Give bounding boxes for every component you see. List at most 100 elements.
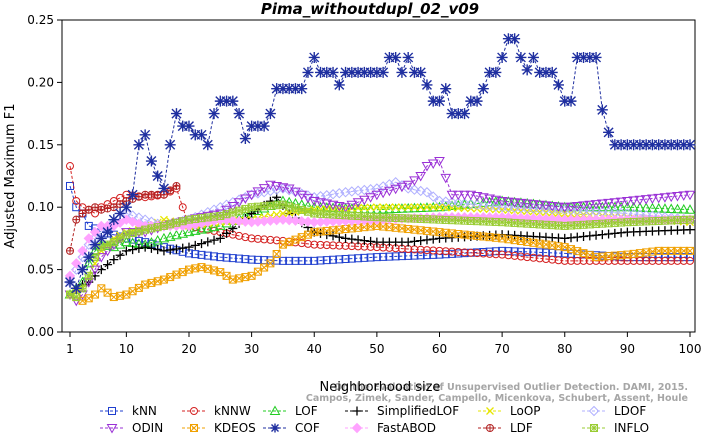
- data-point: [158, 232, 170, 243]
- data-point: [266, 259, 275, 268]
- data-point: [335, 241, 344, 250]
- data-point: [665, 139, 677, 151]
- data-point: [184, 242, 194, 252]
- data-point: [221, 95, 233, 107]
- data-point: [621, 139, 633, 151]
- x-tick-label: 30: [244, 342, 259, 356]
- data-point: [203, 237, 213, 247]
- data-point: [235, 254, 244, 263]
- legend-label: INFLO: [614, 421, 649, 434]
- data-point: [396, 66, 408, 78]
- data-point: [89, 265, 101, 276]
- data-point: [684, 190, 696, 201]
- data-point: [460, 248, 469, 257]
- data-point: [241, 255, 250, 264]
- data-point: [416, 245, 425, 254]
- data-point: [410, 251, 419, 260]
- data-point: [197, 239, 207, 249]
- data-point: [103, 288, 112, 297]
- data-point: [303, 256, 312, 265]
- data-point: [634, 139, 646, 151]
- data-point: [603, 126, 615, 138]
- data-point: [648, 256, 657, 265]
- data-point: [446, 108, 458, 120]
- data-point: [623, 256, 632, 265]
- data-point: [203, 251, 212, 260]
- data-point: [516, 252, 525, 261]
- data-point: [216, 211, 225, 220]
- data-point: [189, 129, 201, 141]
- data-point: [208, 108, 220, 120]
- data-point: [590, 51, 602, 63]
- data-point: [108, 214, 120, 226]
- data-point: [121, 236, 132, 247]
- data-point: [490, 66, 502, 78]
- data-point: [253, 255, 262, 264]
- data-point: [640, 195, 652, 205]
- data-point: [471, 199, 483, 210]
- data-point: [385, 252, 394, 261]
- data-point: [71, 264, 82, 275]
- data-point: [427, 95, 439, 107]
- data-point: [145, 155, 157, 167]
- data-point: [685, 225, 695, 235]
- data-point: [109, 203, 118, 212]
- data-point: [202, 139, 214, 151]
- data-point: [241, 204, 250, 213]
- data-point: [609, 198, 621, 208]
- data-point: [166, 220, 175, 229]
- data-point: [310, 240, 319, 249]
- legend: kNN kNNW LOF SimplifiedLOF LoOP LDOF ODIN KDEOS…: [100, 404, 649, 434]
- data-point: [653, 193, 665, 204]
- data-point: [541, 248, 550, 257]
- data-point: [321, 199, 333, 209]
- data-point: [416, 251, 425, 260]
- data-point: [659, 193, 671, 203]
- data-point: [253, 234, 262, 243]
- data-point: [596, 201, 608, 212]
- plot-area: [61, 19, 696, 333]
- data-point: [183, 226, 195, 237]
- data-point: [440, 196, 451, 207]
- data-point: [415, 185, 426, 197]
- data-point: [203, 213, 212, 222]
- data-point: [503, 197, 514, 208]
- legend-label: LOF: [295, 404, 318, 418]
- data-point: [233, 198, 245, 208]
- data-point: [252, 120, 264, 132]
- data-point: [415, 172, 427, 182]
- data-point: [466, 248, 475, 257]
- data-point: [465, 190, 477, 201]
- data-point: [673, 256, 682, 265]
- data-point: [396, 182, 408, 193]
- data-point: [77, 251, 88, 263]
- data-point: [365, 193, 376, 203]
- data-point: [327, 189, 339, 200]
- data-point: [127, 189, 139, 201]
- legend-label: LoOP: [510, 404, 541, 418]
- data-point: [610, 256, 619, 265]
- data-point: [686, 253, 694, 262]
- data-point: [540, 66, 552, 78]
- data-point: [402, 202, 414, 213]
- x-tick-label: 40: [307, 342, 322, 356]
- data-point: [252, 187, 264, 197]
- data-point: [103, 260, 113, 270]
- data-point: [490, 195, 502, 206]
- data-point: [164, 231, 176, 241]
- data-point: [172, 181, 181, 190]
- data-point: [390, 51, 402, 63]
- data-point: [603, 198, 614, 209]
- data-point: [322, 241, 331, 250]
- data-point: [246, 190, 257, 201]
- data-point: [654, 253, 663, 262]
- data-point: [578, 51, 590, 63]
- data-point: [177, 228, 189, 238]
- data-point: [78, 209, 87, 218]
- data-point: [672, 191, 683, 202]
- data-point: [660, 253, 669, 262]
- data-point: [477, 197, 489, 207]
- data-point: [678, 203, 690, 214]
- data-point: [158, 182, 170, 194]
- data-point: [171, 244, 181, 254]
